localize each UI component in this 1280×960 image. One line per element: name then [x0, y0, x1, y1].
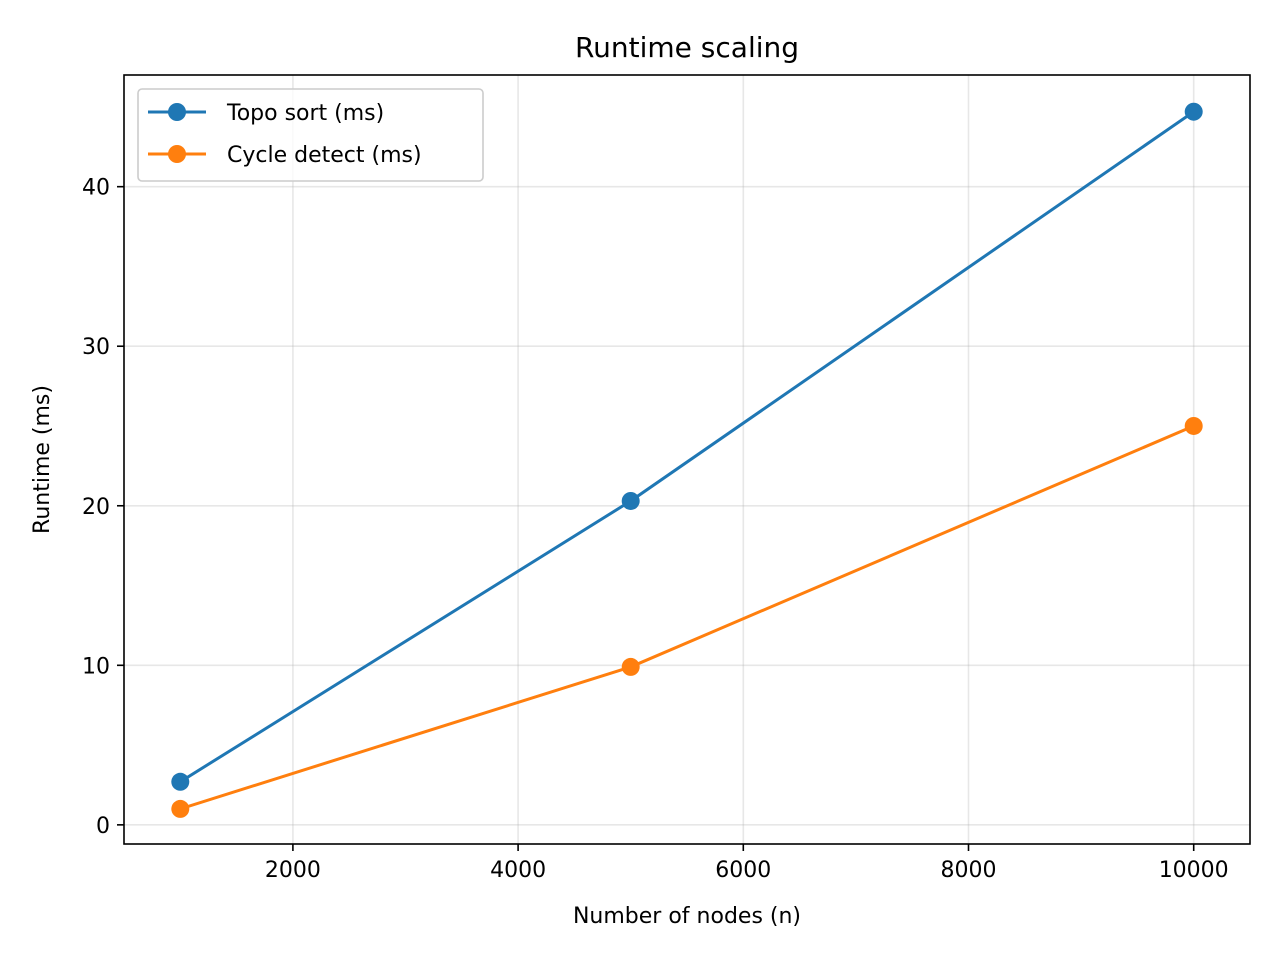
y-tick-label: 10 [82, 654, 110, 679]
legend-label: Topo sort (ms) [226, 101, 384, 126]
legend-marker [168, 145, 186, 163]
data-point [171, 799, 190, 818]
y-tick-label: 0 [96, 814, 110, 839]
y-axis-label: Runtime (ms) [30, 385, 55, 534]
x-axis-ticks: 2000 4000 6000 8000 10000 [265, 844, 1229, 883]
x-tick-label: 8000 [941, 858, 997, 883]
series-1 [171, 102, 1203, 791]
series-layer [171, 102, 1203, 818]
legend-item: Cycle detect (ms) [148, 143, 422, 168]
y-axis-ticks: 0 10 20 30 40 [82, 176, 124, 839]
y-tick-label: 20 [82, 495, 110, 520]
grid-lines [124, 75, 1250, 844]
data-point [621, 657, 640, 676]
series-2 [171, 416, 1203, 818]
data-point [171, 772, 190, 791]
chart-title: Runtime scaling [575, 31, 799, 64]
x-tick-label: 10000 [1159, 858, 1229, 883]
y-tick-label: 40 [82, 176, 110, 201]
legend-label: Cycle detect (ms) [227, 143, 422, 168]
x-tick-label: 6000 [715, 858, 771, 883]
x-tick-label: 4000 [490, 858, 546, 883]
data-point [621, 491, 640, 510]
data-point [1184, 416, 1203, 435]
legend-item: Topo sort (ms) [148, 101, 384, 126]
y-tick-label: 30 [82, 335, 110, 360]
x-tick-label: 2000 [265, 858, 321, 883]
legend-box [137, 88, 484, 182]
legend-marker [168, 103, 186, 121]
legend: Topo sort (ms) Cycle detect (ms) [137, 88, 484, 182]
x-axis-label: Number of nodes (n) [573, 904, 801, 929]
plot-frame [123, 74, 1251, 845]
data-point [1184, 102, 1203, 121]
